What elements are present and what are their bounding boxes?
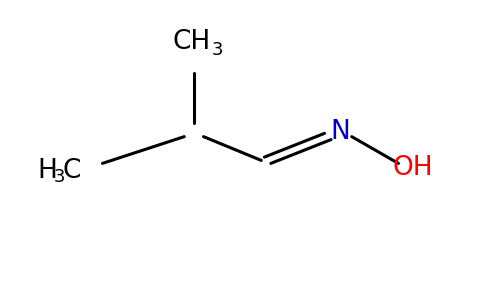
Text: 3: 3 <box>53 168 65 186</box>
Text: 3: 3 <box>212 41 224 59</box>
Text: CH: CH <box>172 29 211 55</box>
Text: OH: OH <box>393 155 433 181</box>
Text: H: H <box>37 158 58 184</box>
Text: N: N <box>331 119 350 145</box>
Text: C: C <box>63 158 81 184</box>
